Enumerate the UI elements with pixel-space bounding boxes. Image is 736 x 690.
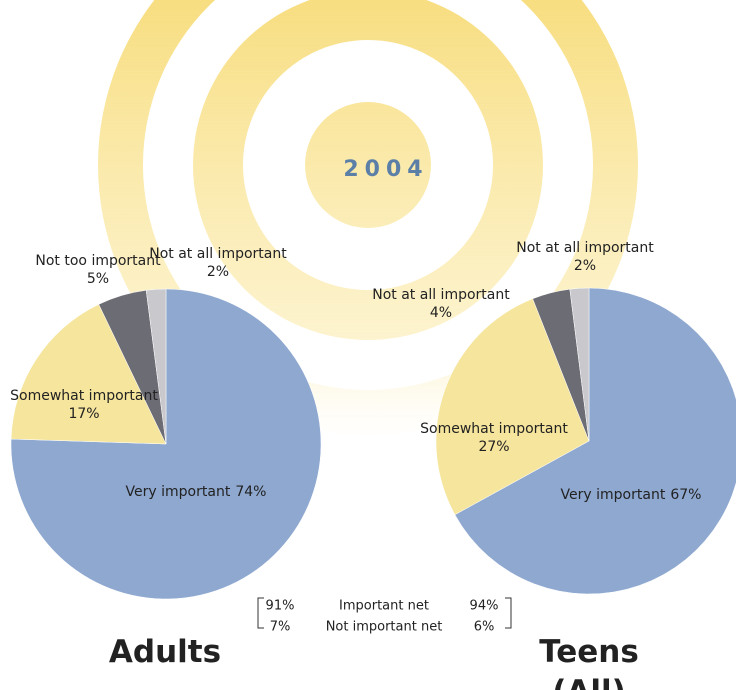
slice-value: 74% <box>235 484 266 500</box>
slice-value: 2% <box>574 258 596 274</box>
slice-category: Not too important <box>35 253 161 269</box>
slice-value: 67% <box>670 487 701 503</box>
slice-value: 2% <box>207 264 229 280</box>
year: 2004 <box>343 157 428 182</box>
net-cell: Important net <box>339 599 429 614</box>
net-cell: Not important net <box>326 620 443 635</box>
net-cell: 6% <box>474 620 495 635</box>
slice-category: Somewhat important <box>420 421 568 437</box>
net-cell: 7% <box>270 620 291 635</box>
chart-title: Adults <box>90 632 240 672</box>
page: 2004 Very important74%Somewhat important… <box>0 0 736 690</box>
slice-category: Very important <box>126 484 231 500</box>
net-cell: 91% <box>266 599 295 614</box>
chart-title: Teens (All) <box>514 632 664 690</box>
slice-value: 4% <box>430 305 452 321</box>
slice-value: 17% <box>68 406 99 422</box>
net-cell: 94% <box>470 599 499 614</box>
chart: 2004 Very important74%Somewhat important… <box>0 0 736 690</box>
slice-category: Not at all important <box>372 287 510 303</box>
slice-value: 27% <box>478 439 509 455</box>
slice-category: Somewhat important <box>10 388 158 404</box>
slice-value: 5% <box>87 271 109 287</box>
slice-category: Very important <box>561 487 666 503</box>
slice-category: Not at all important <box>516 240 654 256</box>
slice-category: Not at all important <box>149 246 287 262</box>
